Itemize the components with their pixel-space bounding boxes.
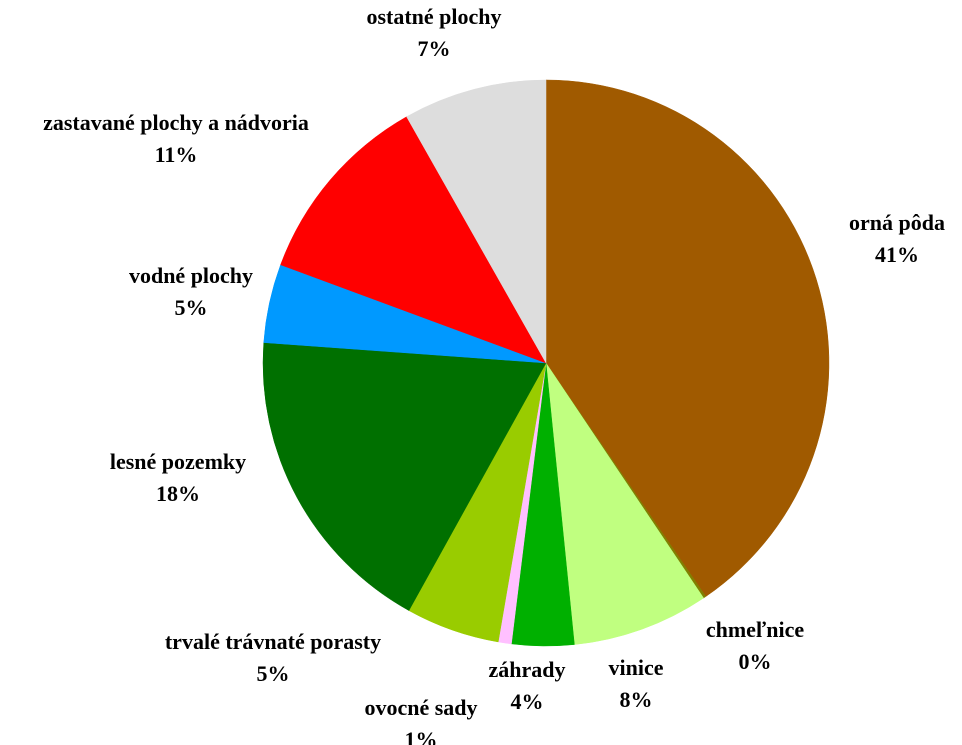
slice-percent-label-1: 41% [875, 242, 919, 267]
slice-percent-label-7: 18% [156, 481, 200, 506]
slice-percent-label-10: 7% [418, 36, 451, 61]
slice-name-label-5: ovocné sady [364, 695, 477, 720]
pie-slice-1 [545, 79, 830, 597]
slice-name-label-1: orná pôda [849, 210, 945, 235]
slice-percent-label-8: 5% [175, 295, 208, 320]
pie-slice-9 [280, 116, 547, 364]
pie-slice-10 [406, 79, 547, 364]
pie-labels: orná pôda 41% chmeľnice 0% vinice 8% záhrady 4%… [43, 4, 945, 745]
slice-name-label-6: trvalé trávnaté porasty [165, 629, 381, 654]
slice-percent-label-2: 0% [739, 649, 772, 674]
slice-percent-label-6: 5% [257, 661, 290, 686]
slice-percent-label-5: 1% [405, 727, 438, 745]
slice-percent-label-9: 11% [155, 142, 198, 167]
pie-slice-3 [545, 362, 704, 645]
slice-percent-label-3: 8% [620, 687, 653, 712]
slice-name-label-9: zastavané plochy a nádvoria [43, 110, 309, 135]
slice-percent-label-4: 4% [511, 689, 544, 714]
slice-name-label-7: lesné pozemky [110, 449, 246, 474]
slice-name-label-2: chmeľnice [706, 617, 805, 642]
pie-slice-7 [262, 342, 547, 611]
slice-name-label-3: vinice [609, 655, 664, 680]
pie-slices [262, 79, 830, 647]
slice-name-label-4: záhrady [489, 657, 566, 682]
slice-name-label-10: ostatné plochy [366, 4, 501, 29]
slice-name-label-8: vodné plochy [129, 263, 253, 288]
